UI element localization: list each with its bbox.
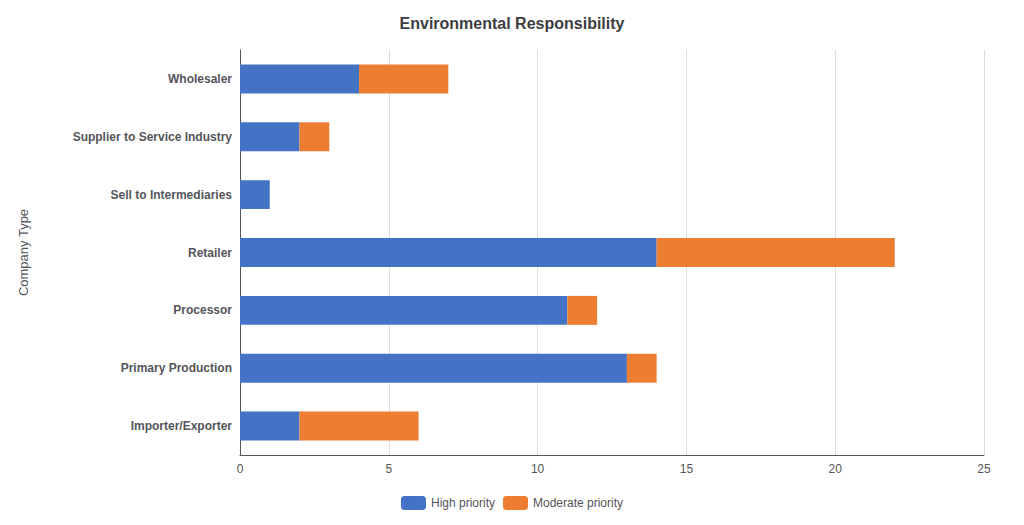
svg-text:Importer/Exporter: Importer/Exporter bbox=[131, 419, 233, 433]
svg-text:20: 20 bbox=[829, 462, 843, 476]
svg-text:Processor: Processor bbox=[173, 303, 232, 317]
svg-text:Retailer: Retailer bbox=[188, 246, 232, 260]
svg-text:15: 15 bbox=[680, 462, 694, 476]
svg-text:25: 25 bbox=[977, 462, 991, 476]
svg-text:0: 0 bbox=[237, 462, 244, 476]
svg-text:Moderate priority: Moderate priority bbox=[533, 496, 623, 510]
svg-text:Environmental Responsibility: Environmental Responsibility bbox=[400, 15, 625, 32]
svg-text:Primary Production: Primary Production bbox=[121, 361, 232, 375]
svg-text:5: 5 bbox=[385, 462, 392, 476]
svg-text:High priority: High priority bbox=[431, 496, 495, 510]
svg-text:Company Type: Company Type bbox=[16, 209, 31, 296]
svg-text:Wholesaler: Wholesaler bbox=[168, 72, 232, 86]
svg-text:10: 10 bbox=[531, 462, 545, 476]
svg-text:Supplier to Service Industry: Supplier to Service Industry bbox=[73, 130, 233, 144]
svg-text:Sell to Intermediaries: Sell to Intermediaries bbox=[111, 188, 233, 202]
